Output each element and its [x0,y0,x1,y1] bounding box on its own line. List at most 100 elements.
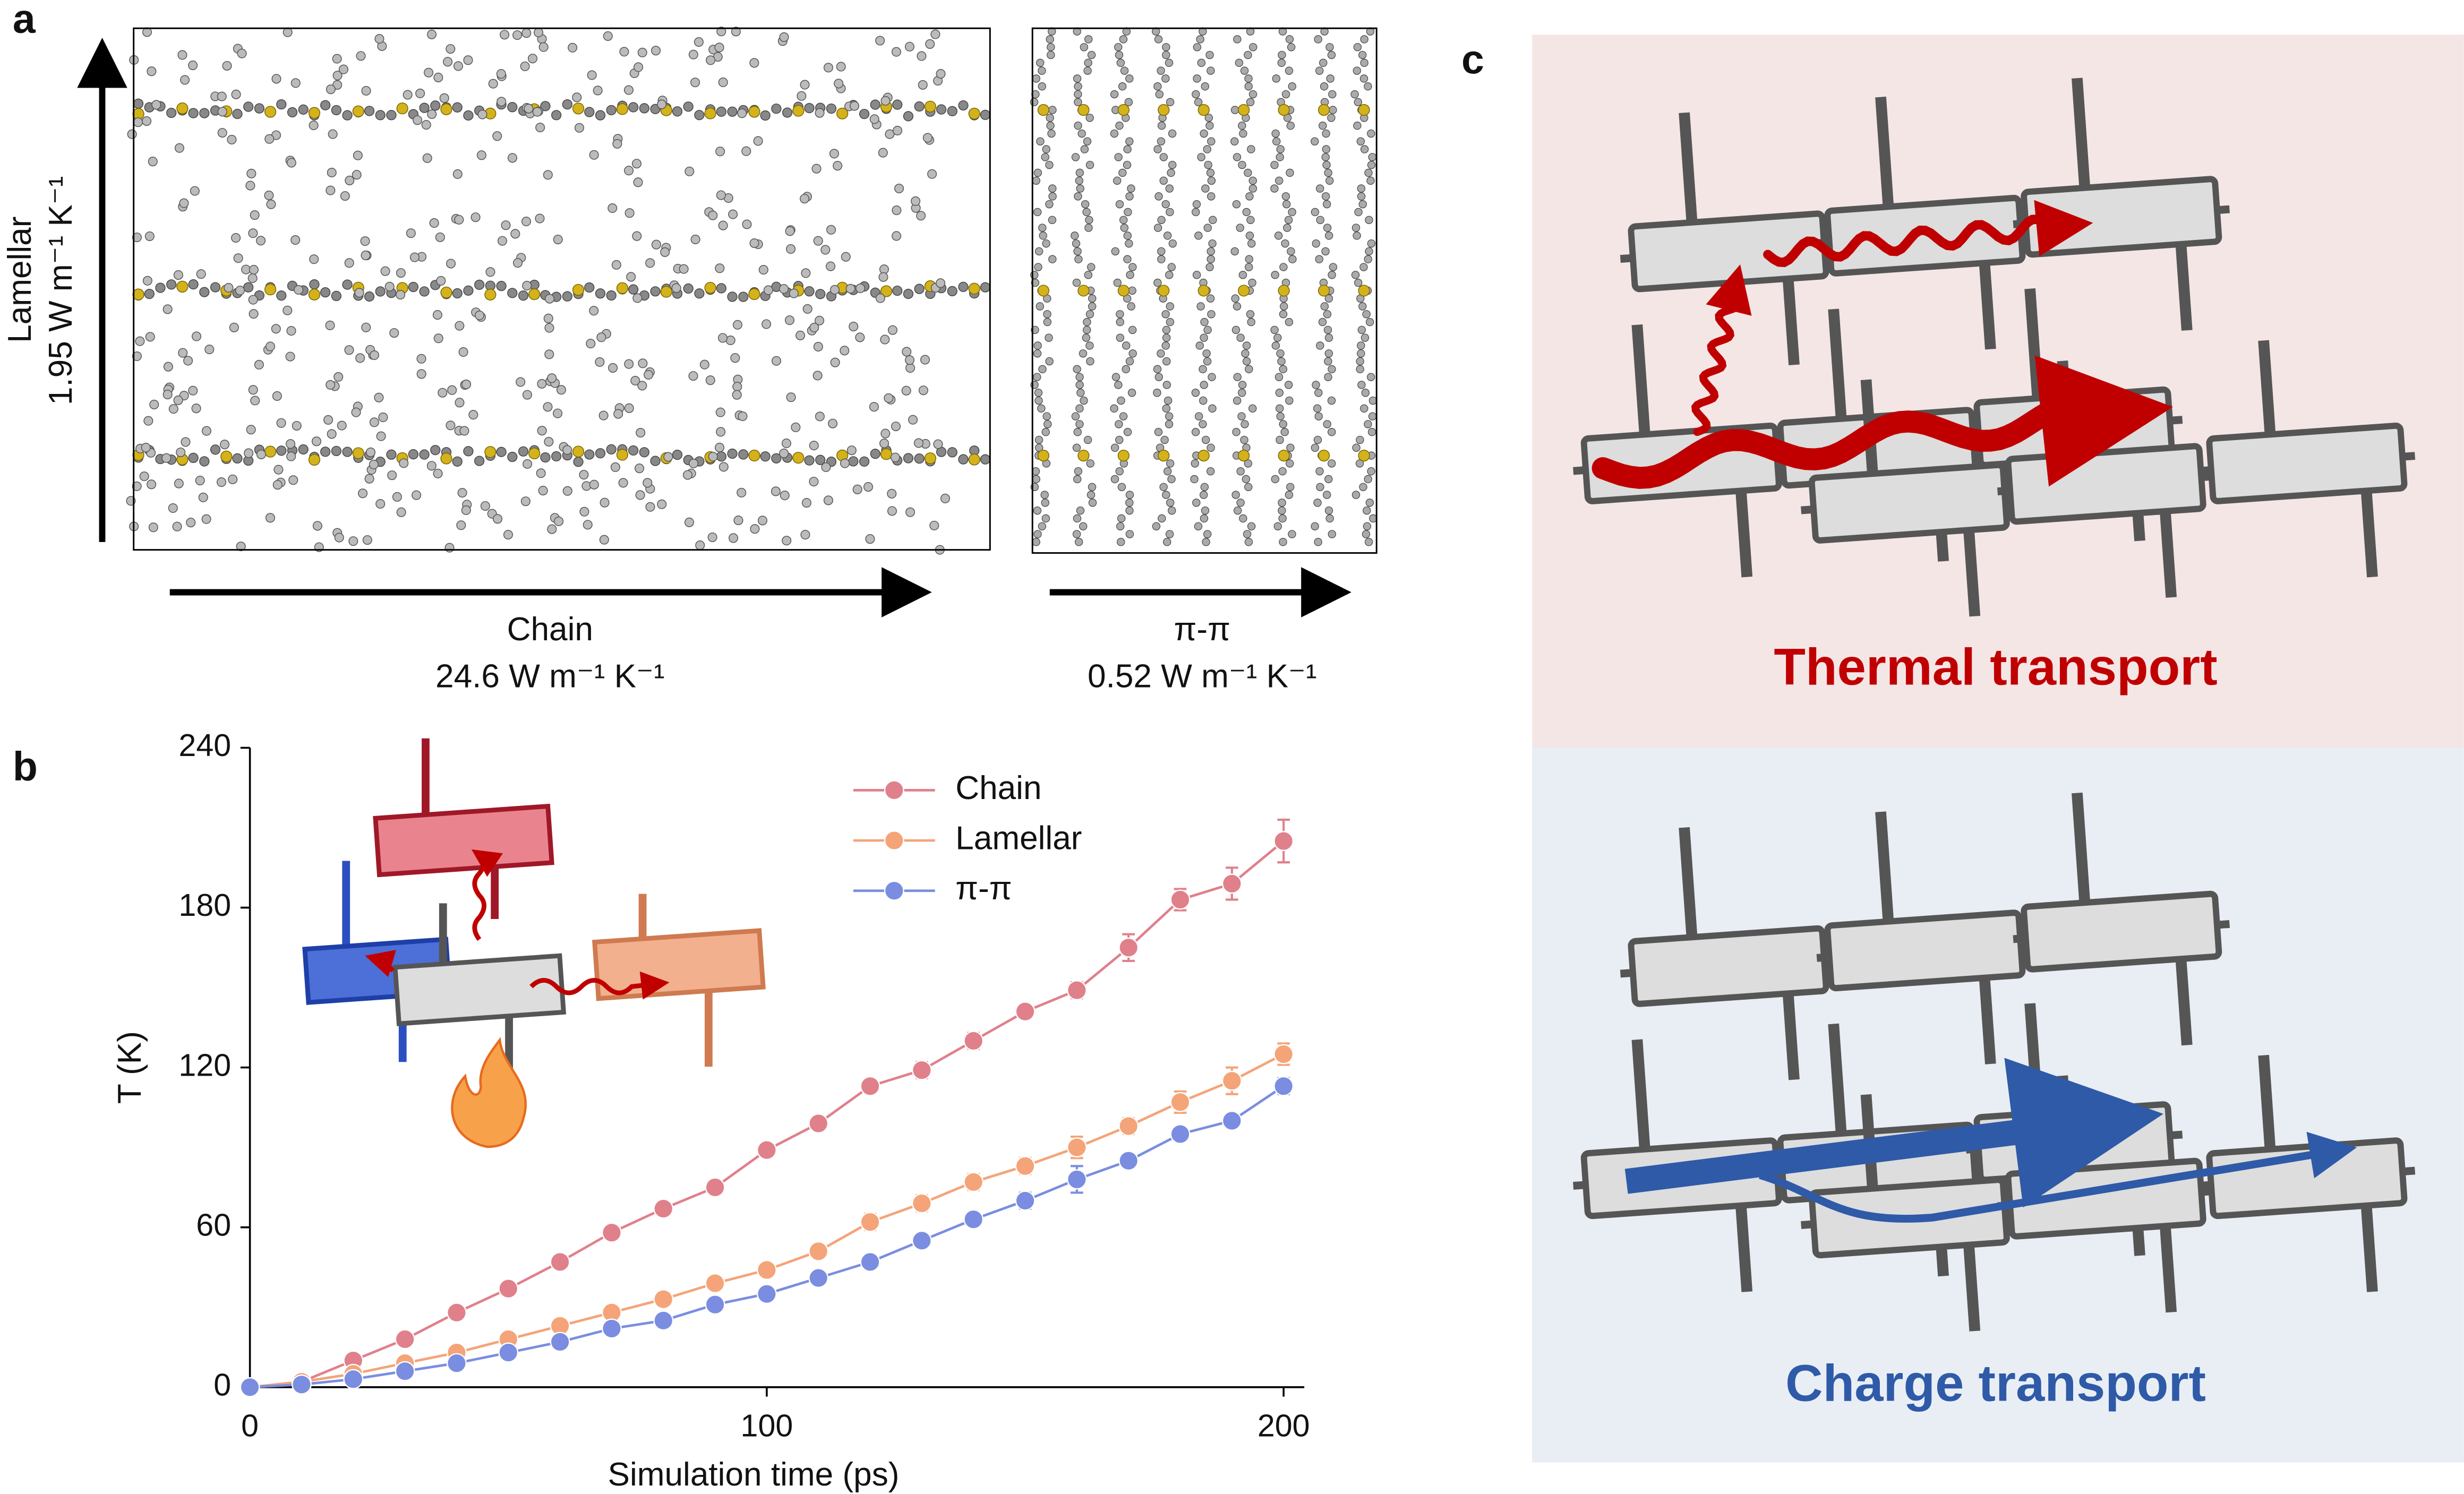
atom [905,507,916,517]
atom [342,447,353,457]
atom [488,79,498,89]
atom [1196,302,1205,311]
atom [936,278,946,288]
atom [1110,129,1119,138]
atom [1073,365,1081,374]
atom [1328,271,1336,279]
atom [1245,263,1253,271]
data-point [498,1278,519,1299]
atom [1366,373,1375,381]
atom [132,233,142,243]
caption: Thermal transport [1774,638,2217,696]
atom [1364,82,1372,91]
y-tick-label: 240 [178,727,231,763]
atom [1316,483,1324,491]
atom [826,103,837,114]
atom [524,104,534,114]
atom [579,470,589,480]
atom [568,42,578,53]
atom [1360,58,1368,67]
atom [595,357,605,367]
atom [1278,514,1287,523]
atom [470,212,481,222]
atom [326,380,336,390]
atom [914,101,925,112]
atom [1243,530,1252,538]
atom [1161,341,1170,350]
atom [716,283,726,294]
atom [1205,50,1214,59]
atom [749,58,759,68]
atom [294,285,304,295]
side-chain [1735,1205,1753,1292]
atom [598,410,609,420]
atom [1325,176,1334,185]
atom [947,106,957,116]
data-point [705,1273,725,1294]
side-chain [1679,112,1698,223]
atom [1351,271,1360,279]
atom [186,518,196,528]
charge-arrow [1759,1131,2357,1223]
atom [1125,74,1134,83]
atom [1237,412,1246,420]
sulfur-atom [748,288,760,300]
atom [132,351,142,362]
atom [1271,341,1280,350]
sulfur-atom [880,285,893,297]
atom [634,62,644,72]
atom [364,106,375,116]
atom [1074,255,1083,263]
data-point [447,1353,467,1373]
atom [797,91,807,101]
atom [771,104,782,114]
atom [1322,129,1330,138]
atom [1368,153,1376,161]
data-point [808,1268,829,1288]
atom [1207,137,1216,146]
atom [492,131,502,141]
atom [804,286,815,297]
side-chain [1631,1039,1650,1150]
sulfur-atom [792,105,805,117]
atom [1165,420,1174,428]
atom [166,279,177,290]
atom [657,499,667,509]
block [1808,461,2010,544]
atom [354,288,364,298]
atom [1236,499,1245,507]
atom [1157,137,1166,146]
atom [682,470,692,480]
atom [718,462,729,472]
atom [1128,286,1136,295]
data-point [1273,1044,1294,1064]
atom [1115,467,1124,476]
atom [1045,161,1054,169]
atom [1238,381,1247,389]
atom [264,190,274,201]
atom [606,444,617,454]
atom [809,322,819,332]
atom [461,505,471,516]
atom [355,353,365,363]
atom [849,322,859,332]
atom [913,438,923,448]
atom [1115,122,1124,130]
atom [432,310,442,320]
atom [1324,349,1333,358]
atom [1117,538,1125,546]
atom [1124,98,1133,107]
atom [1244,538,1253,546]
atom [141,442,151,453]
side-chain [1828,308,1847,419]
sulfur-atom [1158,285,1170,297]
atom [1080,145,1089,153]
atom [688,371,698,381]
atom [716,27,726,37]
atom [1288,82,1296,91]
atom [758,265,768,275]
atom [1204,114,1213,122]
atom [779,32,789,42]
transport-wave [1691,264,1752,436]
atom [1285,66,1294,75]
